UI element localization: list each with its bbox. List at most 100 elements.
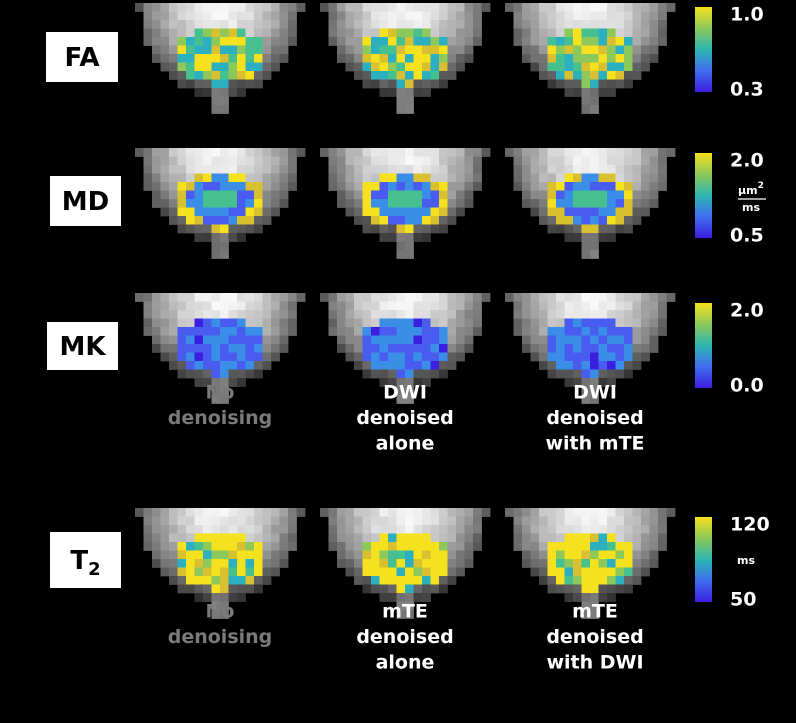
pixel [413, 361, 423, 370]
pixel [228, 542, 238, 551]
pixel [564, 88, 574, 97]
pixel [439, 62, 448, 72]
pixel [581, 233, 591, 242]
pixel [590, 216, 599, 225]
pixel [379, 216, 389, 225]
pixel [581, 156, 591, 166]
pixel [405, 395, 414, 404]
pixel [345, 550, 355, 560]
pixel [388, 301, 397, 311]
pixel [379, 369, 389, 379]
pixel [328, 37, 338, 46]
pixel [254, 327, 263, 336]
pixel [522, 156, 531, 166]
pixel [564, 344, 574, 353]
pixel [464, 533, 474, 543]
pixel [530, 20, 540, 29]
pixel [405, 335, 414, 345]
pixel [194, 45, 204, 55]
pixel [271, 11, 280, 21]
pixel [271, 327, 280, 336]
pixel [362, 62, 372, 72]
pixel [598, 148, 608, 157]
pixel [262, 327, 272, 336]
pixel [186, 361, 195, 370]
pixel [220, 335, 229, 345]
pixel [237, 301, 246, 311]
image-panel [320, 148, 491, 259]
pixel [615, 361, 625, 370]
pixel [271, 20, 280, 29]
pixel [228, 378, 238, 387]
pixel [354, 508, 363, 517]
pixel [245, 335, 255, 345]
pixel [388, 3, 397, 12]
pixel [464, 293, 474, 302]
pixel [388, 559, 397, 568]
pixel [573, 310, 582, 319]
pixel [422, 207, 431, 217]
pixel [590, 361, 599, 370]
pixel [456, 45, 465, 55]
pixel [177, 533, 187, 543]
pixel [211, 533, 221, 543]
pixel [632, 199, 642, 208]
pixel [388, 88, 397, 97]
pixel [203, 199, 212, 208]
pixel [413, 344, 423, 353]
pixel [607, 28, 616, 38]
pixel [590, 88, 599, 97]
pixel [564, 301, 574, 311]
pixel [556, 584, 565, 594]
pixel [456, 516, 465, 526]
pixel [547, 516, 557, 526]
pixel [598, 508, 608, 517]
pixel [354, 293, 363, 302]
pixel [405, 79, 414, 89]
pixel [430, 71, 440, 80]
pixel [607, 361, 616, 370]
pixel [405, 310, 414, 319]
pixel [388, 54, 397, 63]
pixel [632, 327, 642, 336]
pixel [547, 335, 557, 345]
pixel [177, 207, 187, 217]
pixel [396, 369, 406, 379]
pixel [413, 310, 423, 319]
pixel [379, 3, 389, 12]
pixel [228, 327, 238, 336]
pixel [211, 318, 221, 328]
pixel [152, 301, 161, 311]
pixel [388, 516, 397, 526]
pixel [177, 28, 187, 38]
pixel [388, 593, 397, 602]
pixel [513, 327, 523, 336]
pixel [245, 508, 255, 517]
pixel [371, 293, 380, 302]
pixel [396, 335, 406, 345]
pixel [530, 54, 540, 63]
pixel [422, 352, 431, 362]
pixel [464, 559, 474, 568]
pixel [658, 37, 667, 46]
pixel [388, 533, 397, 543]
pixel [371, 327, 380, 336]
pixel [288, 182, 297, 191]
pixel [388, 207, 397, 217]
pixel [556, 369, 565, 379]
pixel [615, 216, 625, 225]
pixel [658, 20, 667, 29]
pixel [615, 344, 625, 353]
pixel [388, 550, 397, 560]
pixel [405, 352, 414, 362]
pixel [405, 584, 414, 594]
pixel [220, 45, 229, 55]
pixel [564, 54, 574, 63]
pixel [539, 62, 548, 72]
pixel [547, 542, 557, 551]
pixel [590, 62, 599, 72]
pixel [245, 3, 255, 12]
pixel [456, 156, 465, 166]
pixel [430, 550, 440, 560]
pixel [641, 550, 650, 560]
